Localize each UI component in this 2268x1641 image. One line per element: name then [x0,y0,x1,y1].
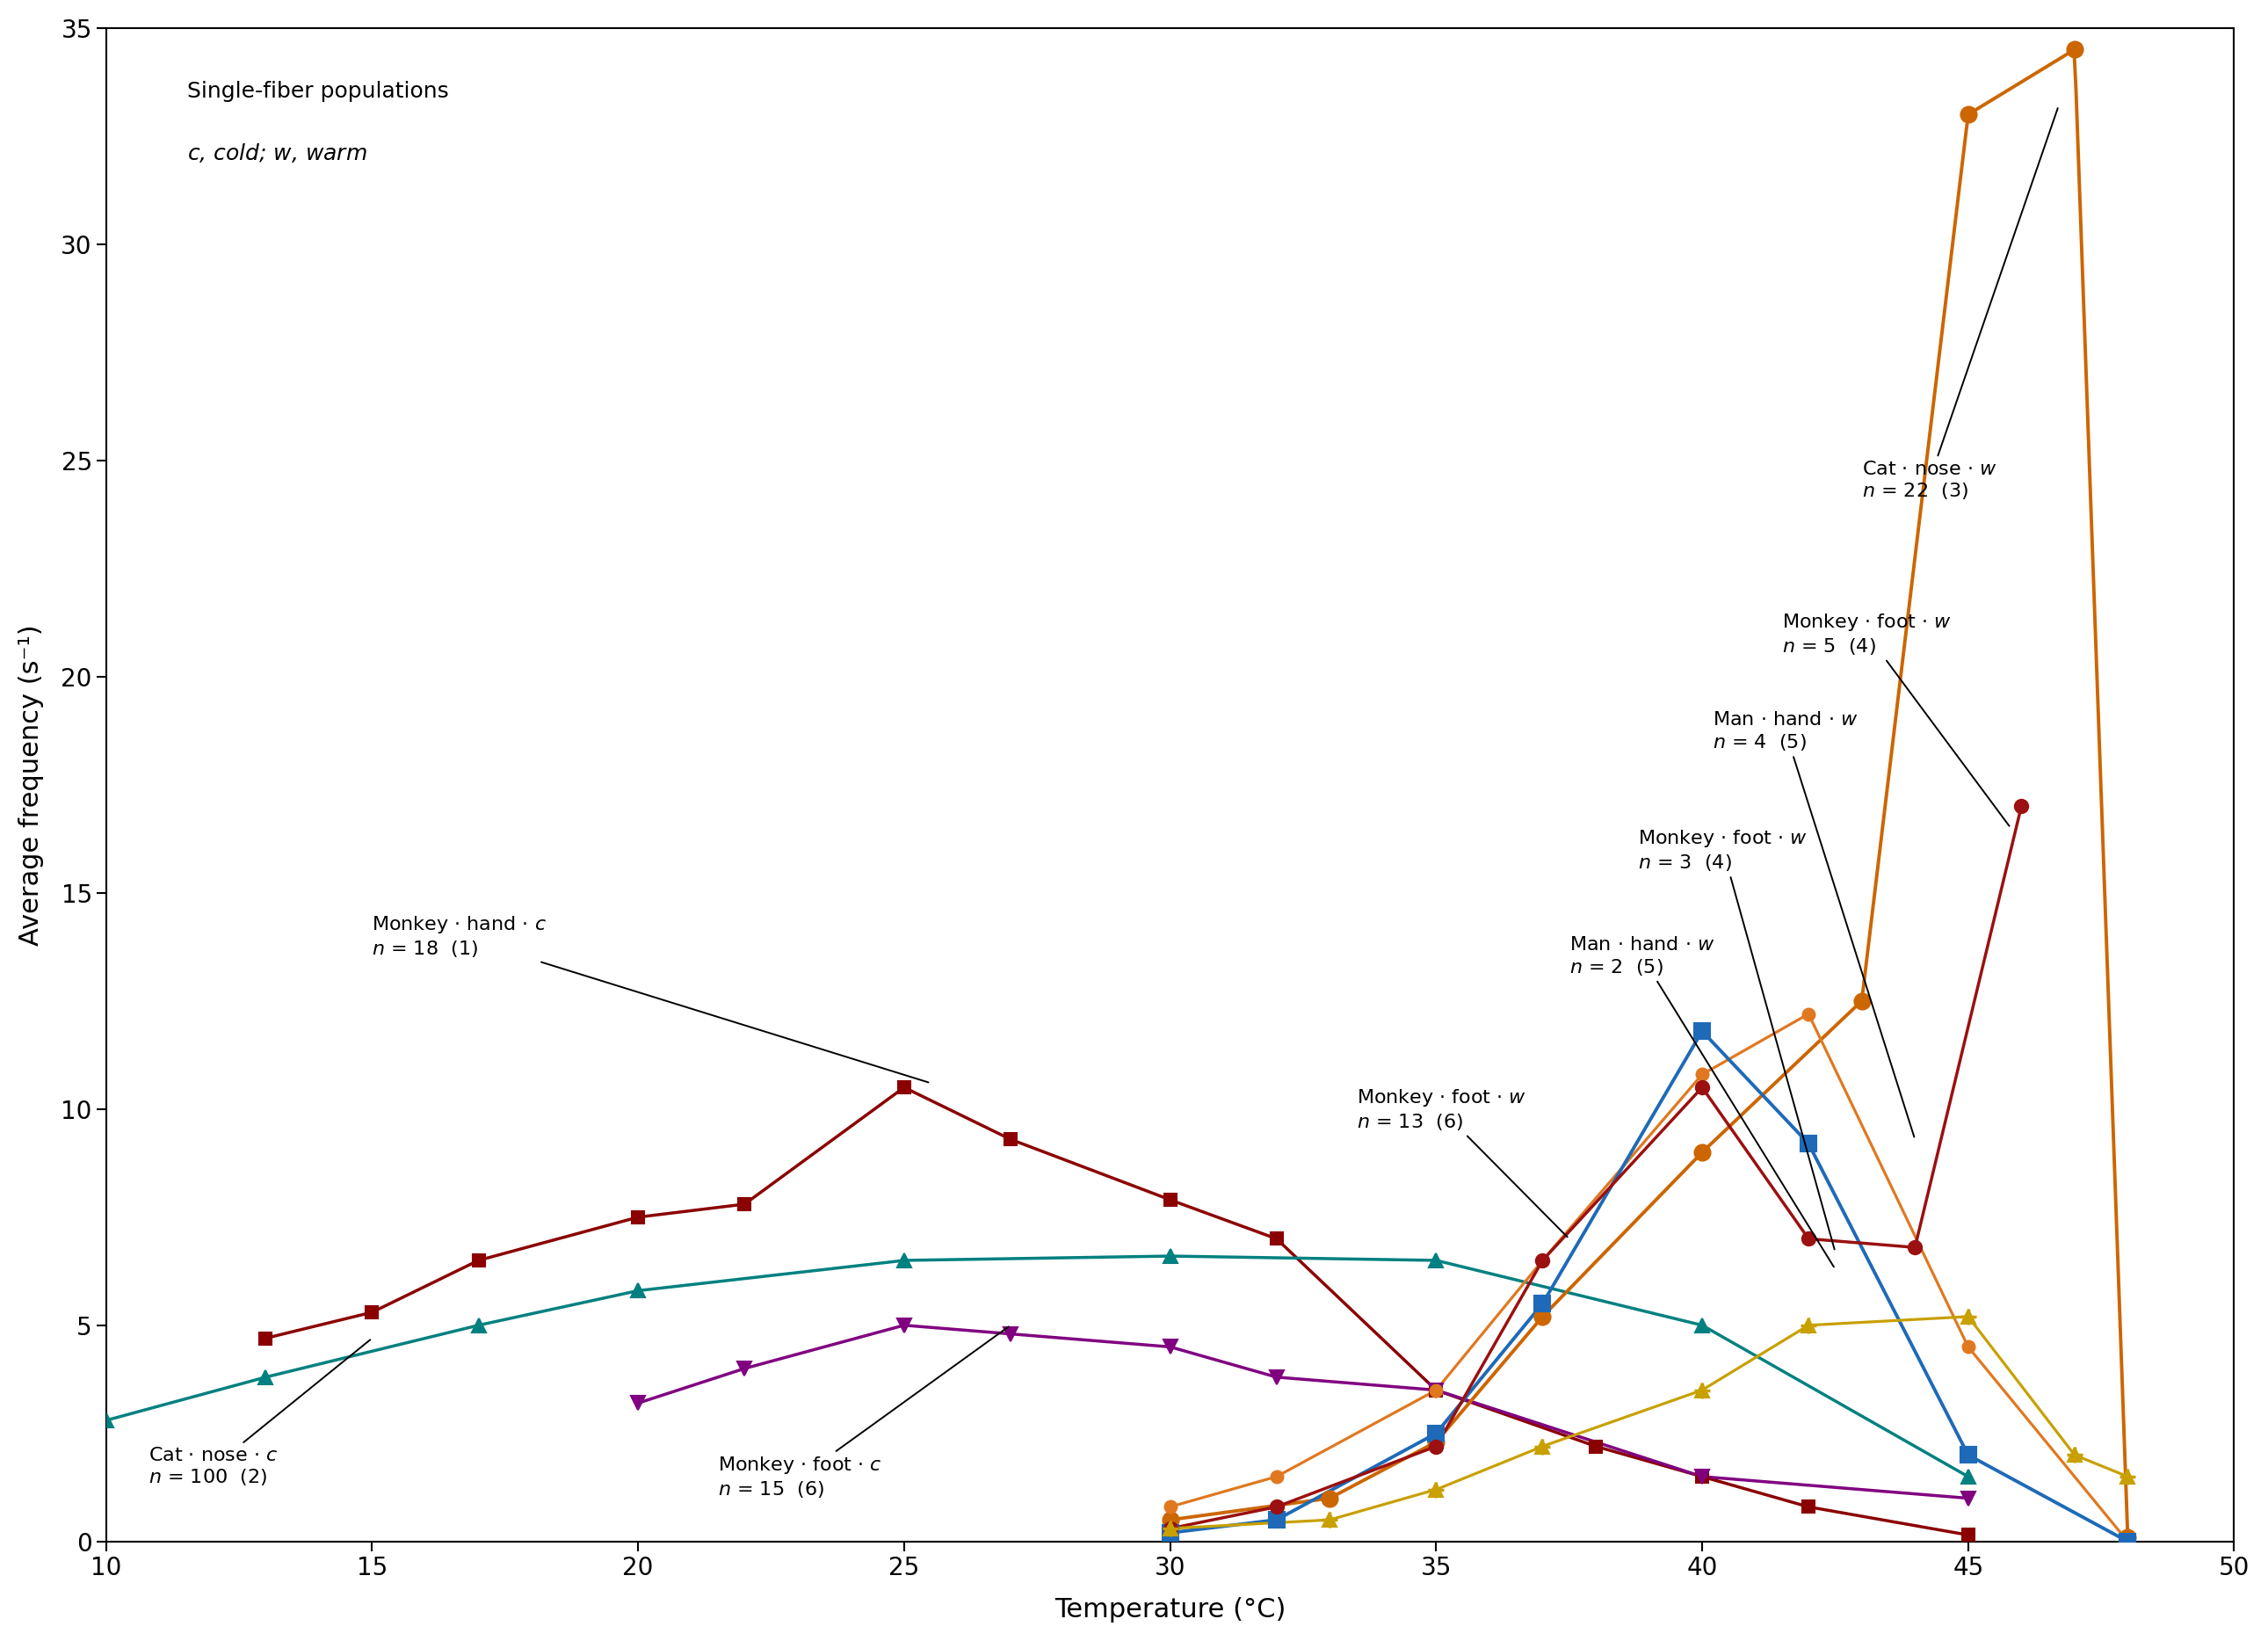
Text: Monkey · foot · $w$
$n$ = 5  (4): Monkey · foot · $w$ $n$ = 5 (4) [1783,612,2009,825]
Text: Single-fiber populations: Single-fiber populations [186,80,449,102]
Text: Monkey · foot · $c$
$n$ = 15  (6): Monkey · foot · $c$ $n$ = 15 (6) [719,1326,1009,1500]
Text: Monkey · hand · $c$
$n$ = 18  (1): Monkey · hand · $c$ $n$ = 18 (1) [372,914,928,1083]
Text: Monkey · foot · $w$
$n$ = 13  (6): Monkey · foot · $w$ $n$ = 13 (6) [1356,1088,1567,1237]
Y-axis label: Average frequency (s⁻¹): Average frequency (s⁻¹) [18,624,43,945]
Text: Cat · nose · $w$
$n$ = 22  (3): Cat · nose · $w$ $n$ = 22 (3) [1862,108,2057,502]
Text: $c$, cold; $w$, warm: $c$, cold; $w$, warm [186,141,367,164]
X-axis label: Temperature (°C): Temperature (°C) [1055,1597,1286,1623]
Text: Man · hand · $w$
$n$ = 2  (5): Man · hand · $w$ $n$ = 2 (5) [1569,935,1835,1267]
Text: Man · hand · $w$
$n$ = 4  (5): Man · hand · $w$ $n$ = 4 (5) [1712,711,1914,1137]
Text: Cat · nose · $c$
$n$ = 100  (2): Cat · nose · $c$ $n$ = 100 (2) [150,1339,370,1487]
Text: Monkey · foot · $w$
$n$ = 3  (4): Monkey · foot · $w$ $n$ = 3 (4) [1637,829,1835,1249]
